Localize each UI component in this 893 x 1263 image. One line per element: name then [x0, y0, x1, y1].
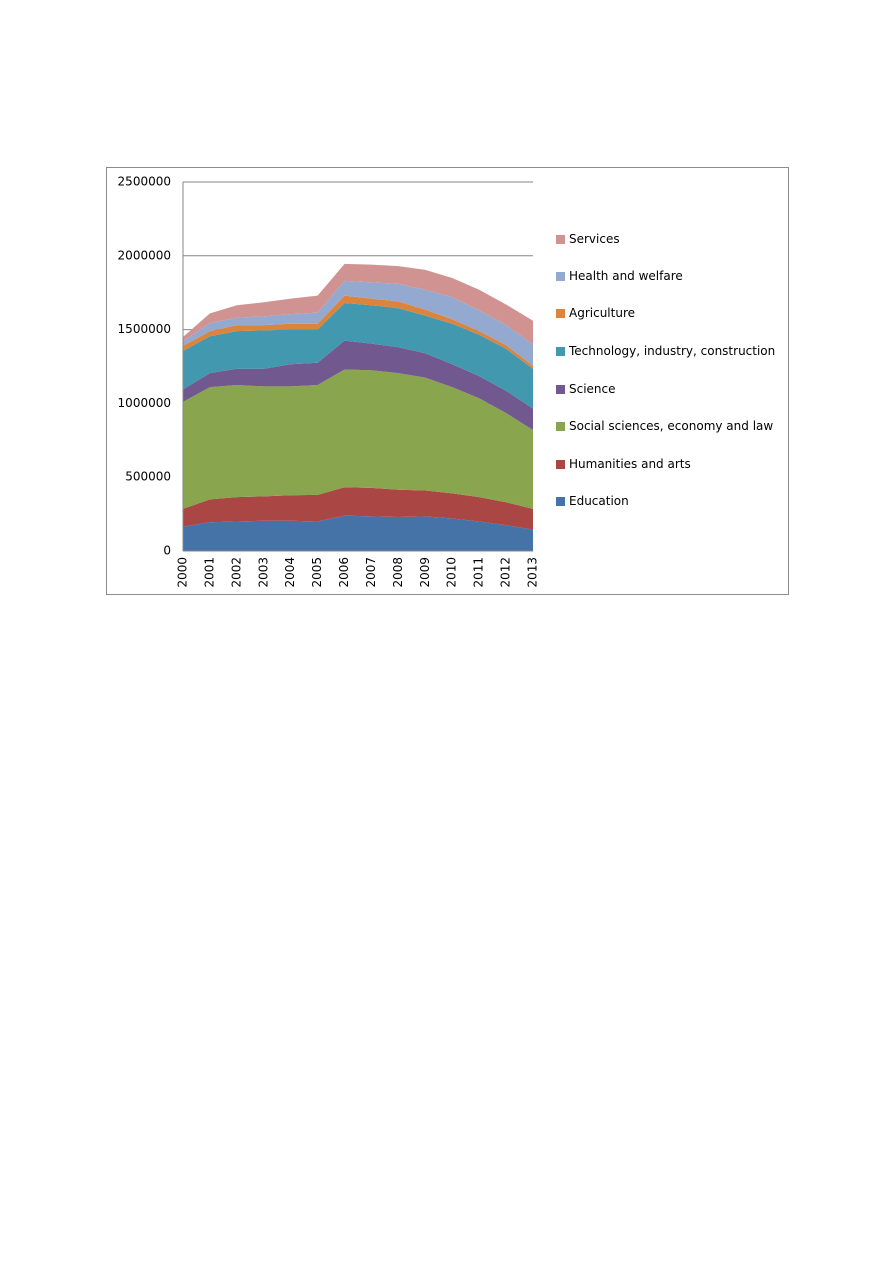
legend-swatch — [556, 235, 565, 244]
legend-entry: Social sciences, economy and law — [556, 419, 789, 434]
area — [183, 487, 533, 530]
x-tick-label: 2006 — [337, 557, 351, 588]
y-tick-label: 1500000 — [118, 322, 171, 336]
x-tick-label: 2004 — [283, 557, 297, 588]
legend-label: Science — [569, 382, 616, 396]
legend-entry: Science — [556, 382, 789, 397]
legend-swatch — [556, 272, 565, 281]
legend-label: Technology, industry, construction — [569, 344, 776, 358]
x-tick-label: 2001 — [202, 557, 216, 588]
legend-entry: Education — [556, 494, 789, 509]
legend-entry: Agriculture — [556, 306, 789, 321]
legend-swatch — [556, 460, 565, 469]
x-tick-label: 2000 — [176, 557, 190, 588]
x-tick-label: 2005 — [310, 557, 324, 588]
x-tick-label: 2013 — [526, 557, 540, 588]
area — [183, 263, 533, 345]
x-tick-label: 2010 — [445, 557, 459, 588]
legend-label: Health and welfare — [569, 269, 683, 283]
legend-label: Services — [569, 232, 620, 246]
x-tick-label: 2002 — [229, 557, 243, 588]
area — [183, 280, 533, 366]
legend-entry: Services — [556, 232, 789, 247]
x-tick-label: 2003 — [256, 557, 270, 588]
legend-label: Agriculture — [569, 306, 635, 320]
legend-swatch — [556, 347, 565, 356]
area — [183, 340, 533, 430]
legend-swatch — [556, 309, 565, 318]
legend-label: Social sciences, economy and law — [569, 419, 774, 433]
area — [183, 303, 533, 409]
x-tick-label: 2011 — [472, 557, 486, 588]
y-tick-label: 1000000 — [118, 396, 171, 410]
legend-swatch — [556, 385, 565, 394]
x-tick-label: 2008 — [391, 557, 405, 588]
legend-swatch — [556, 422, 565, 431]
area — [183, 369, 533, 509]
area — [183, 515, 533, 551]
y-tick-label: 2500000 — [118, 175, 171, 189]
x-tick-label: 2007 — [364, 557, 378, 588]
legend-label: Education — [569, 494, 629, 508]
x-tick-label: 2009 — [418, 557, 432, 588]
legend-entry: Technology, industry, construction — [556, 344, 789, 359]
legend-label: Humanities and arts — [569, 457, 691, 471]
legend-entry: Humanities and arts — [556, 457, 789, 472]
legend-swatch — [556, 497, 565, 506]
y-tick-label: 2000000 — [118, 248, 171, 262]
y-tick-label: 500000 — [125, 470, 171, 484]
legend-entry: Health and welfare — [556, 269, 789, 284]
y-tick-label: 0 — [163, 544, 171, 558]
x-tick-label: 2012 — [499, 557, 513, 588]
